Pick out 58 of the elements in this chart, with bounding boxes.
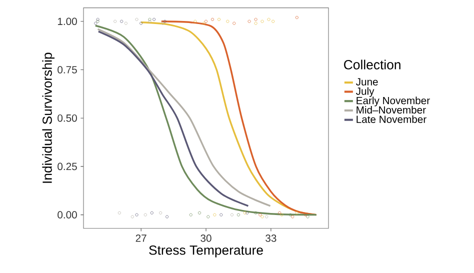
point: [254, 211, 258, 214]
point: [204, 20, 208, 23]
point: [135, 18, 138, 21]
point: [210, 18, 214, 21]
point: [295, 16, 298, 20]
point: [202, 22, 206, 25]
point: [114, 20, 117, 23]
point: [232, 22, 236, 25]
y-tick-label: 0.00: [58, 211, 77, 218]
y-axis-title: Individual Survivorship: [42, 52, 55, 183]
point: [166, 215, 169, 218]
point: [265, 215, 268, 218]
point: [254, 18, 258, 21]
point: [124, 22, 128, 25]
point: [272, 20, 275, 23]
point: [260, 20, 264, 23]
point: [254, 22, 258, 25]
point: [198, 211, 202, 214]
point: [226, 20, 230, 23]
legend-label: Late November: [356, 115, 426, 123]
legend-title: Collection: [344, 60, 400, 70]
y-tick-label: 0.75: [58, 66, 77, 74]
y-tick-label: 0.50: [58, 114, 77, 122]
line-series: [94, 24, 318, 216]
point: [140, 22, 143, 25]
point: [217, 18, 221, 21]
x-tick-label: 27: [136, 234, 146, 242]
y-tick-label: 1.00: [58, 18, 77, 26]
point: [230, 213, 234, 216]
point: [291, 215, 294, 218]
point: [236, 213, 240, 216]
point: [246, 211, 249, 214]
point: [194, 20, 197, 23]
point: [118, 211, 121, 214]
legend-label: July: [356, 87, 374, 97]
point: [159, 211, 162, 214]
point: [135, 213, 138, 216]
point: [144, 213, 147, 216]
point: [295, 211, 298, 214]
point: [150, 211, 154, 214]
legend-label: Mid–November: [356, 106, 426, 114]
legend-label: June: [356, 78, 378, 86]
x-tick-label: 30: [200, 234, 212, 242]
legend-label: Early November: [356, 96, 430, 106]
x-axis-title: Stress Temperature: [149, 245, 263, 258]
point: [213, 213, 216, 216]
point: [189, 213, 192, 216]
point: [220, 213, 223, 216]
point: [206, 215, 210, 218]
point: [130, 215, 134, 218]
point: [120, 20, 124, 23]
point: [288, 213, 292, 216]
x-tick-label: 33: [266, 234, 276, 242]
point: [152, 18, 156, 21]
point: [243, 211, 246, 214]
point: [248, 20, 251, 23]
y-tick-label: 0.25: [58, 162, 77, 170]
point: [267, 18, 270, 21]
